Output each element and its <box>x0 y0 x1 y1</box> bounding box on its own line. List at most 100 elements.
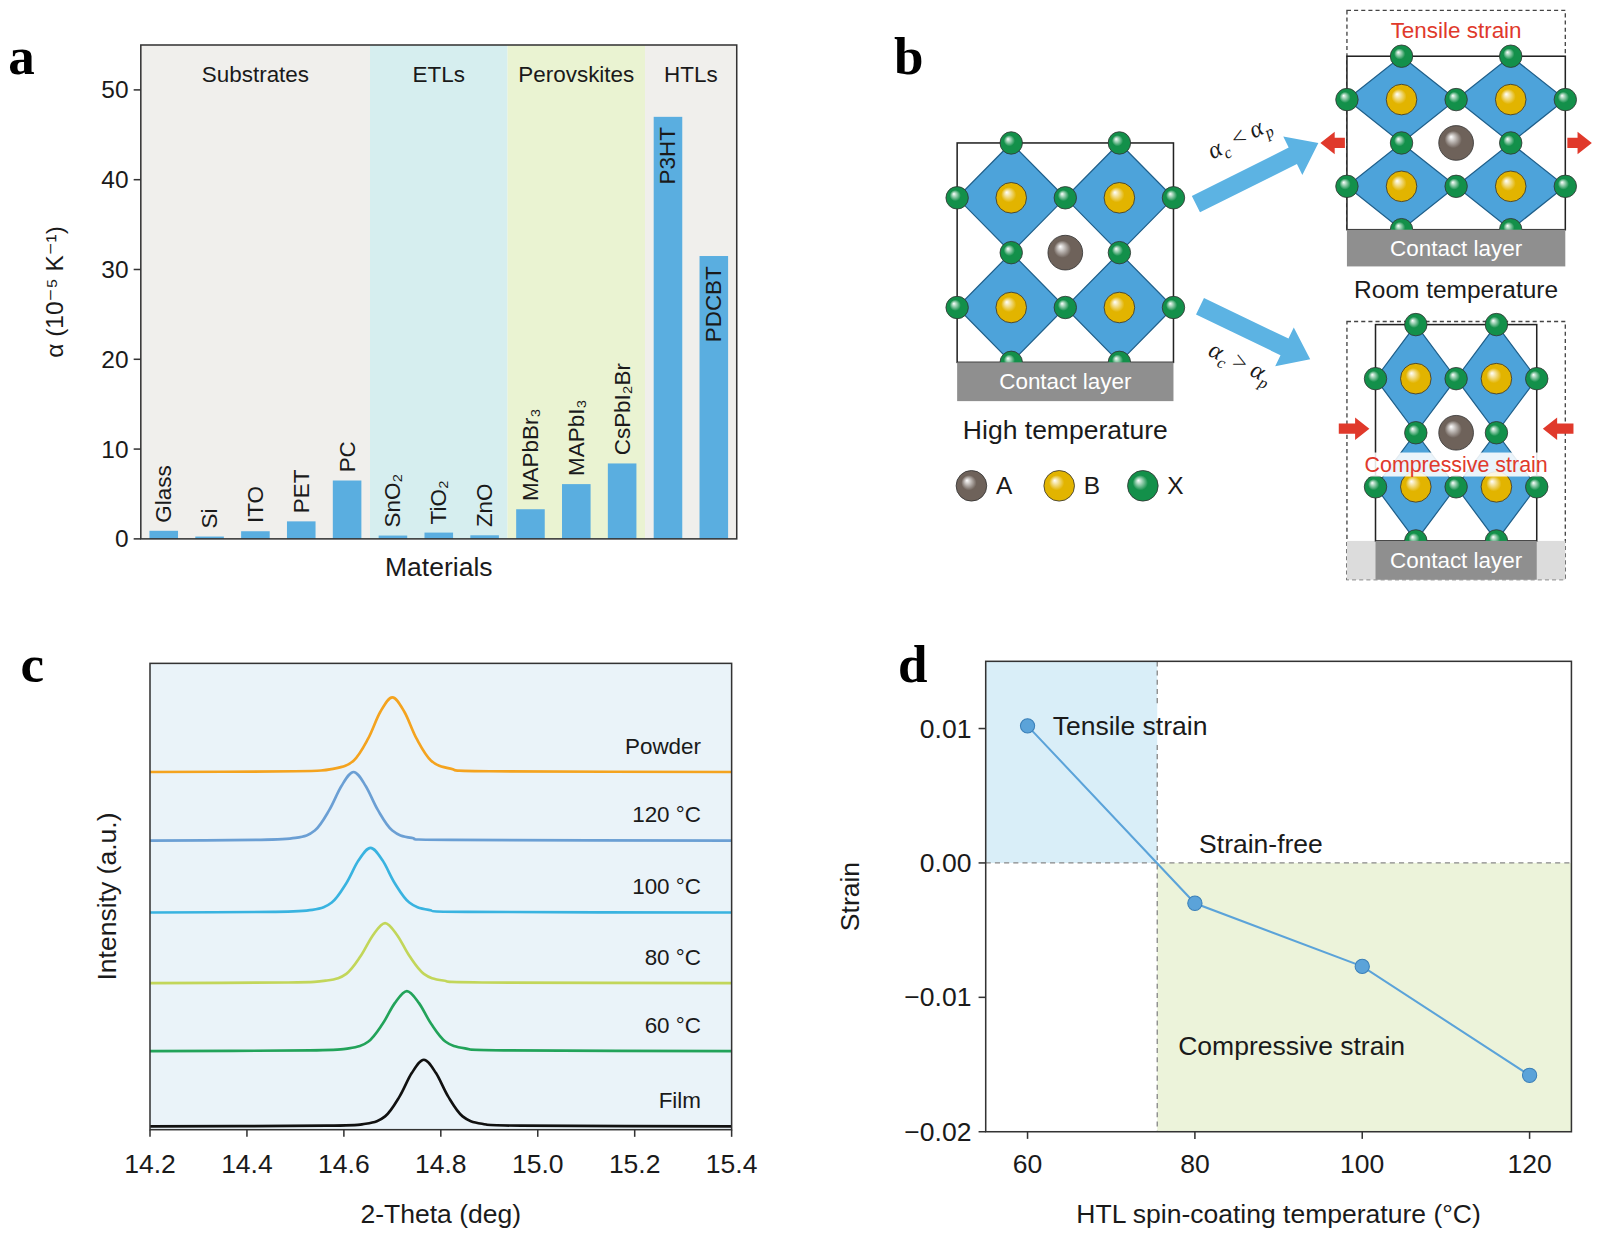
figure: aSubstratesETLsPerovskitesHTLsGlassSiITO… <box>0 0 1600 1240</box>
bar <box>608 463 637 538</box>
contact-layer-ref <box>1347 541 1565 580</box>
region <box>1157 863 1571 1132</box>
octahedron <box>1456 433 1537 541</box>
atom <box>1162 296 1184 318</box>
atom <box>1054 187 1076 209</box>
tick-label: 80 <box>1180 1149 1210 1179</box>
tick-label: 120 <box>1507 1149 1551 1179</box>
atom <box>1499 132 1521 154</box>
atom <box>1000 132 1022 154</box>
tick-label: 14.6 <box>318 1149 370 1179</box>
lattice <box>946 132 1185 374</box>
atom <box>1108 241 1130 263</box>
tick <box>149 1130 151 1137</box>
tick <box>634 1130 636 1137</box>
atom <box>1162 187 1184 209</box>
octahedron <box>1065 253 1173 363</box>
atom <box>1495 171 1526 202</box>
tick <box>979 728 986 730</box>
atom <box>1108 132 1130 154</box>
group-band <box>141 45 370 539</box>
panel-b: bContact layerHigh temperatureABXαc<αpαc… <box>894 10 1592 579</box>
tick <box>1529 1132 1531 1139</box>
panel-letter: a <box>8 27 35 85</box>
octahedron <box>1376 433 1457 541</box>
atom <box>1445 175 1467 197</box>
series <box>1020 719 1536 1083</box>
axis-title: 2-Theta (deg) <box>360 1199 521 1229</box>
condition: αc>αp <box>1203 335 1277 393</box>
curve <box>150 772 732 841</box>
atom <box>996 292 1027 323</box>
atom <box>1499 45 1521 67</box>
atom <box>1104 292 1135 323</box>
bar-label: MAPbI₃ <box>564 399 589 475</box>
contact-layer <box>1347 230 1565 267</box>
octahedron <box>957 143 1065 253</box>
condition-part: p <box>1260 121 1277 142</box>
atom <box>1390 45 1412 67</box>
series-label: 100 °C <box>632 874 701 899</box>
octahedron <box>1456 325 1537 433</box>
line <box>1028 726 1530 1075</box>
tick-label: 0 <box>115 525 129 552</box>
divider <box>986 862 1572 863</box>
tick-label: 0.01 <box>920 714 972 744</box>
legend-label: B <box>1084 472 1100 499</box>
panel-letter: c <box>20 635 44 693</box>
condition-part: p <box>1255 372 1271 393</box>
atom <box>996 183 1027 214</box>
atom <box>946 296 968 318</box>
bar-label: PET <box>289 469 314 513</box>
tick <box>1361 1132 1363 1139</box>
caption: High temperature <box>963 415 1168 445</box>
bar <box>241 531 270 539</box>
divider <box>1157 661 1158 706</box>
divider <box>1157 745 1158 1132</box>
condition-part: c <box>1220 142 1236 163</box>
tick <box>731 1130 733 1137</box>
tick <box>1194 1132 1196 1139</box>
series-label: Powder <box>625 734 702 759</box>
octahedron <box>1456 143 1565 230</box>
tick <box>979 1131 986 1133</box>
atom <box>1000 241 1022 263</box>
reference-box <box>1347 10 1565 229</box>
bar <box>562 484 591 539</box>
atom <box>1336 175 1358 197</box>
panel-letter: d <box>898 635 928 693</box>
condition: αc<αp <box>1203 110 1277 169</box>
legend-label: X <box>1167 472 1183 499</box>
strain-label: Tensile strain <box>1391 18 1522 43</box>
lattice <box>1336 45 1577 241</box>
tick-label: 100 <box>1340 1149 1384 1179</box>
group-band <box>370 45 508 539</box>
bar-label: Si <box>197 508 222 528</box>
bar <box>700 256 729 539</box>
atom <box>946 187 968 209</box>
bar-label: P3HT <box>655 127 680 185</box>
bar-label: PC <box>335 441 360 472</box>
atom <box>1336 88 1358 110</box>
series-label: Film <box>659 1088 701 1113</box>
atom <box>1554 175 1576 197</box>
cell-box <box>1347 56 1565 229</box>
tick <box>440 1130 442 1137</box>
bar-label: SnO₂ <box>380 474 405 528</box>
octahedron <box>1347 143 1456 230</box>
panel-c: cPowder120 °C100 °C80 °C60 °CFilm14.214.… <box>20 635 757 1229</box>
lattice <box>1364 313 1548 552</box>
bar-label: ITO <box>243 486 268 523</box>
tick-label: 30 <box>101 256 128 283</box>
tick-label: 20 <box>101 346 128 373</box>
legend-swatch <box>1044 471 1075 502</box>
bar-label: MAPbBr₃ <box>518 408 543 501</box>
marker <box>1522 1068 1536 1082</box>
axis-title: Intensity (a.u.) <box>92 813 122 981</box>
tick <box>1027 1132 1029 1139</box>
axis-title: HTL spin-coating temperature (°C) <box>1076 1199 1481 1229</box>
atom <box>1386 171 1417 202</box>
frame <box>141 45 737 539</box>
tick-label: 15.0 <box>512 1149 564 1179</box>
atom <box>1104 183 1135 214</box>
